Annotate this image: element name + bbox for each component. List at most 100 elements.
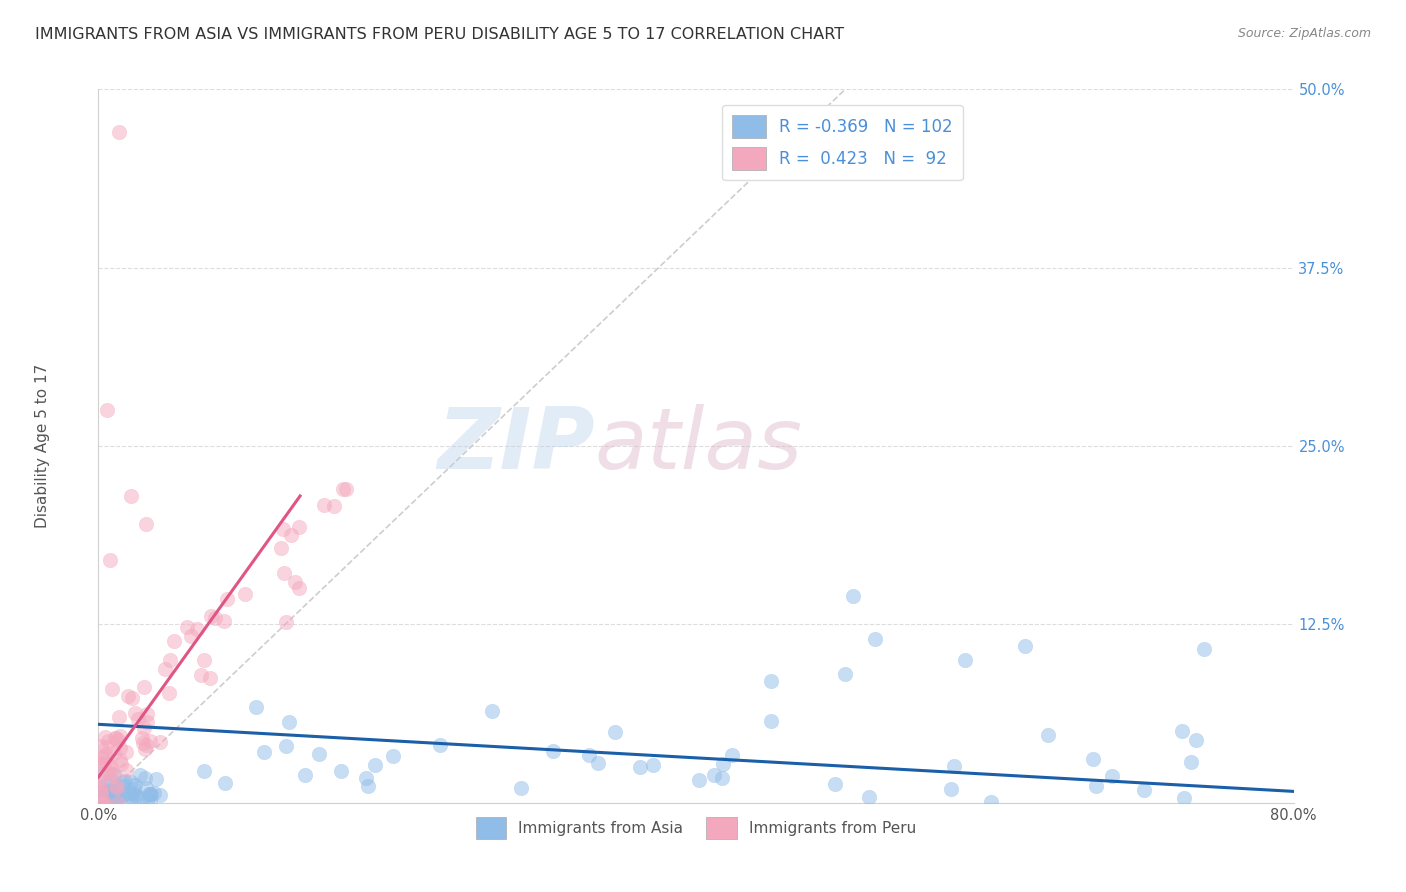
Point [96,791,118,805]
Point [96,790,118,805]
Point [578,747,600,762]
Point [96,739,118,754]
Point [176,620,198,634]
Point [858,790,880,805]
Point [136,795,159,809]
Point [1101,769,1123,783]
Point [200,609,222,624]
Point [1180,755,1202,769]
Point [124,788,146,802]
Point [288,581,311,595]
Point [93,755,115,769]
Point [190,668,212,682]
Point [865,632,887,646]
Point [509,780,531,795]
Point [131,791,153,805]
Point [89,780,111,795]
Point [104,731,127,745]
Point [711,771,734,785]
Point [134,742,156,756]
Point [94,747,117,761]
Point [212,614,235,628]
Point [122,786,145,800]
Point [641,757,664,772]
Point [94,796,117,810]
Point [186,622,208,636]
Point [271,522,294,536]
Point [312,498,335,512]
Point [200,671,222,685]
Point [89,758,111,772]
Point [101,768,124,782]
Point [703,767,725,781]
Point [842,589,865,603]
Point [204,611,226,625]
Point [100,792,122,806]
Point [89,786,111,800]
Point [586,756,609,771]
Point [100,760,122,774]
Point [101,785,124,799]
Point [112,774,135,789]
Point [193,764,215,779]
Point [124,778,146,792]
Point [159,653,181,667]
Point [541,744,564,758]
Point [381,749,404,764]
Point [89,790,111,805]
Point [138,788,160,802]
Text: IMMIGRANTS FROM ASIA VS IMMIGRANTS FROM PERU DISABILITY AGE 5 TO 17 CORRELATION : IMMIGRANTS FROM ASIA VS IMMIGRANTS FROM … [35,27,844,42]
Point [942,758,965,772]
Point [90,750,112,764]
Point [114,774,136,789]
Point [1014,639,1036,653]
Point [91,796,114,810]
Point [122,781,145,796]
Point [89,791,111,805]
Point [115,745,138,759]
Point [284,574,307,589]
Point [273,566,295,581]
Point [110,757,132,772]
Point [356,779,378,793]
Point [1192,641,1215,656]
Text: Source: ZipAtlas.com: Source: ZipAtlas.com [1237,27,1371,40]
Point [108,710,131,724]
Point [90,786,112,800]
Point [335,482,357,496]
Point [100,782,122,797]
Point [145,772,167,786]
Point [89,756,111,770]
Point [153,661,176,675]
Point [135,715,157,730]
Point [163,633,186,648]
Point [332,482,354,496]
Point [139,787,162,801]
Point [94,749,117,764]
Point [233,587,256,601]
Point [132,721,155,735]
Point [98,793,121,807]
Point [107,792,129,806]
Point [354,771,377,785]
Point [159,686,181,700]
Point [193,653,215,667]
Point [215,591,238,606]
Point [132,681,155,695]
Point [105,779,128,793]
Point [131,731,153,745]
Point [277,714,299,729]
Point [953,653,976,667]
Point [134,771,156,785]
Point [270,541,292,556]
Point [89,775,111,789]
Point [107,733,129,747]
Point [143,786,166,800]
Point [111,780,134,794]
Point [721,748,744,763]
Point [1133,782,1156,797]
Point [120,775,142,789]
Point [429,738,451,752]
Point [834,667,856,681]
Point [330,764,353,778]
